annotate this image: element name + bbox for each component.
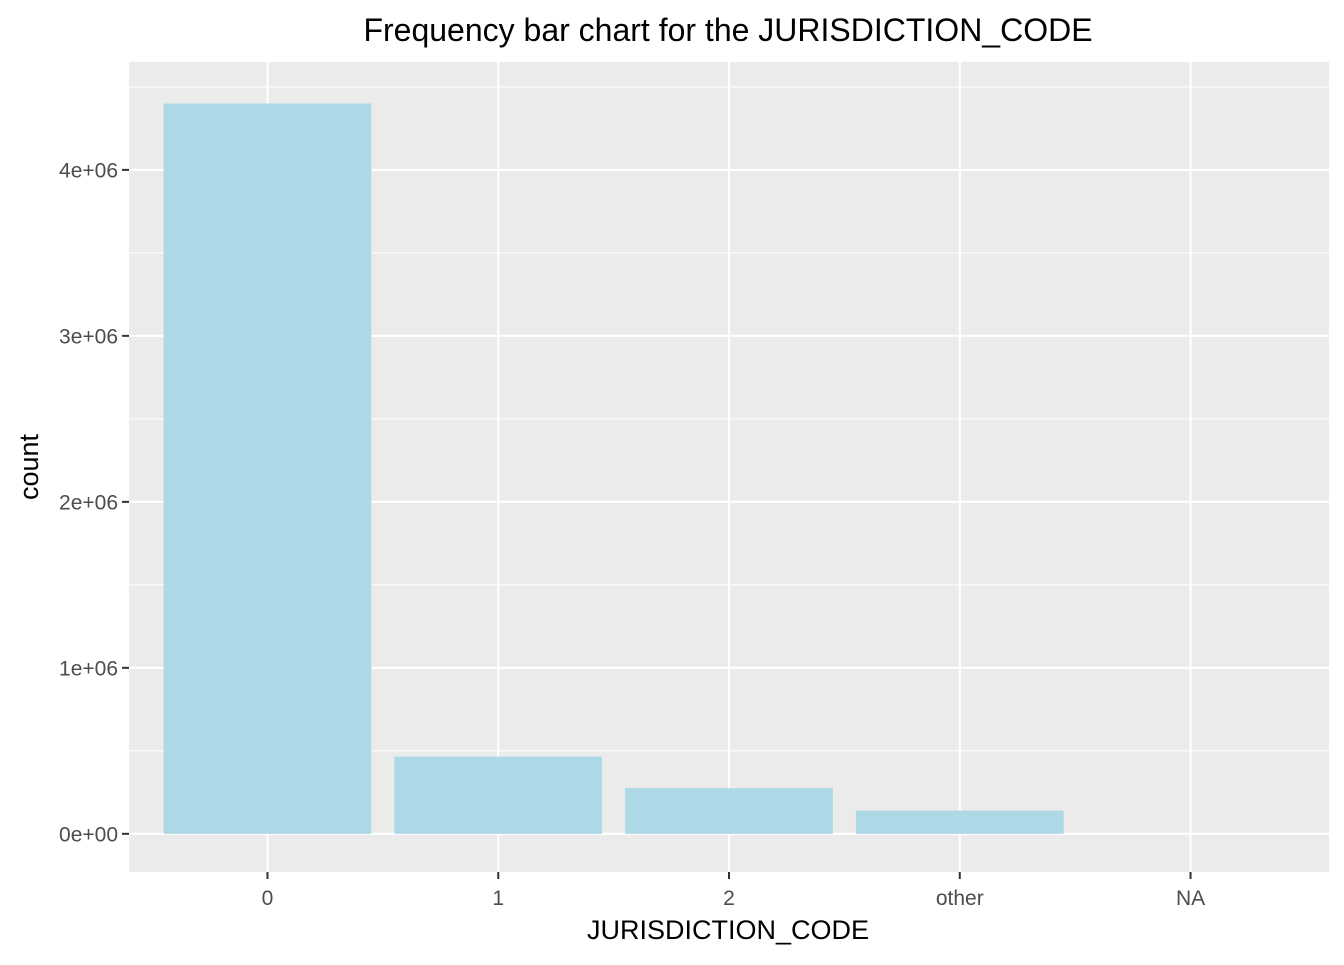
bar-0 [163, 103, 372, 834]
y-tick-label: 4e+06 [59, 159, 118, 182]
y-axis: 0e+00 1e+06 2e+06 3e+06 4e+06 [59, 159, 129, 846]
x-axis-title: JURISDICTION_CODE [587, 915, 869, 945]
y-tick-label: 1e+06 [59, 657, 118, 680]
x-tick-label: NA [1176, 887, 1205, 910]
x-tick-label: other [936, 887, 984, 910]
bar-2 [625, 788, 833, 834]
bar-1 [394, 756, 603, 834]
x-tick-label: 2 [723, 887, 735, 910]
bars [163, 103, 1064, 834]
y-axis-title: count [14, 433, 44, 500]
chart-title: Frequency bar chart for the JURISDICTION… [363, 12, 1092, 48]
x-axis: 0 1 2 other NA [262, 872, 1205, 910]
x-tick-label: 0 [262, 887, 274, 910]
x-tick-label: 1 [492, 887, 504, 910]
y-tick-label: 0e+00 [59, 823, 118, 846]
bar-other [855, 810, 1064, 834]
y-tick-label: 3e+06 [59, 325, 118, 348]
y-tick-label: 2e+06 [59, 491, 118, 514]
